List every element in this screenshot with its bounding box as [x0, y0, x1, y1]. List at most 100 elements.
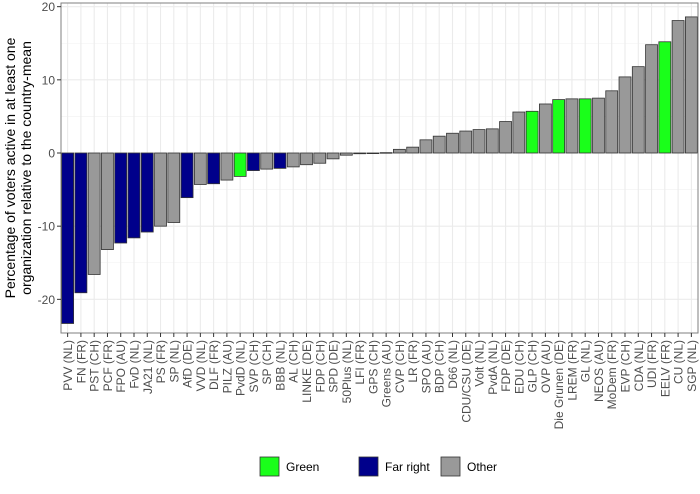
x-tick-label: PILZ (AU) [220, 340, 234, 393]
bar [207, 152, 220, 185]
bar [512, 111, 526, 154]
bar [671, 20, 685, 154]
x-tick-label: VVD (NL) [194, 340, 208, 391]
bars [61, 16, 698, 324]
x-tick-label: 50Plus (NL) [340, 340, 354, 403]
legend-label-far-right: Far right [385, 460, 430, 474]
bar [74, 152, 88, 294]
x-tick-label: PST (CH) [88, 340, 102, 392]
legend-swatch-other [440, 456, 461, 477]
y-tick-label: 0 [48, 147, 55, 161]
x-tick-label: PvdA (NL) [486, 340, 500, 395]
y-tick-label: 20 [42, 0, 56, 14]
bar [193, 152, 207, 185]
x-tick-label: PVV (NL) [61, 340, 75, 391]
x-tick-label: CVP (CH) [393, 340, 407, 393]
bar [631, 66, 645, 154]
bar [154, 152, 167, 227]
bar [578, 98, 592, 154]
bar [140, 152, 154, 233]
legend-label-green: Green [286, 460, 319, 474]
x-tick-label: MoDem (FR) [605, 340, 619, 409]
legend-label-other: Other [467, 460, 497, 474]
bar [313, 152, 327, 164]
bar [180, 152, 194, 199]
bar [406, 146, 420, 154]
bar [87, 152, 101, 275]
x-tick-label: Greens (AU) [380, 340, 394, 407]
x-tick-label: EELV (FR) [658, 340, 672, 397]
x-tick-label: CDU/CSU (DE) [459, 340, 473, 423]
bar [167, 152, 181, 223]
x-tick-label: LR (FR) [406, 340, 420, 383]
y-tick-label: -20 [38, 293, 56, 307]
x-tick-label: GLP (CH) [526, 340, 540, 392]
x-tick-label: SVP (CH) [247, 340, 261, 392]
x-tick-label: EVP (CH) [619, 340, 633, 392]
x-tick-label: PS (FR) [154, 340, 168, 383]
y-axis: -20 -10 0 10 20 [38, 0, 61, 307]
bar [419, 139, 433, 154]
x-tick-label: PCF (FR) [101, 340, 115, 391]
x-tick-label: FN (FR) [74, 340, 88, 383]
x-tick-label: D66 (NL) [446, 340, 460, 389]
x-tick-label: SGP (NL) [685, 340, 699, 392]
x-tick-label: BBB (NL) [273, 340, 287, 391]
x-tick-label: AL (CH) [287, 340, 301, 383]
bar [300, 152, 313, 166]
bar [114, 152, 128, 244]
bar [233, 152, 247, 177]
x-tick-label: EDU (CH) [512, 340, 526, 394]
legend-swatch-far-right [358, 456, 379, 477]
x-tick-label: DLF (FR) [207, 340, 221, 390]
x-tick-label: LFI (FR) [353, 340, 367, 385]
bar [552, 99, 566, 154]
bar [286, 152, 300, 168]
bar [618, 76, 632, 154]
bar [525, 110, 539, 154]
y-tick-label: -10 [38, 220, 56, 234]
bar [220, 152, 234, 181]
bar [273, 152, 287, 169]
x-tick-label: SPD (DE) [327, 340, 341, 393]
x-tick-label: Volt (NL) [473, 340, 487, 387]
x-tick-label: FDP (CH) [313, 340, 327, 392]
bar [339, 152, 353, 156]
x-tick-label: BDP (CH) [433, 340, 447, 393]
bar [592, 97, 605, 154]
bar [366, 152, 380, 155]
x-axis: PVV (NL) FN (FR) PST (CH) PCF (FR) FPO (AU) F… [61, 333, 699, 429]
bar [645, 44, 658, 154]
legend-swatch-green [259, 456, 280, 477]
bar [446, 132, 459, 154]
bar [353, 152, 366, 155]
x-tick-label: FPO (AU) [114, 340, 128, 393]
bar [485, 128, 499, 154]
bar [472, 129, 486, 154]
bar [260, 152, 274, 170]
bar [326, 152, 340, 160]
y-tick-label: 10 [42, 73, 56, 87]
x-tick-label: GL (NL) [579, 340, 593, 382]
bar [565, 98, 579, 154]
bar [658, 41, 672, 154]
x-tick-label: SPO (AU) [419, 340, 433, 393]
x-tick-label: LINKE (DE) [300, 340, 314, 403]
x-tick-label: Die Grunen (DE) [552, 340, 566, 429]
x-tick-label: JA21 (NL) [141, 340, 155, 394]
x-tick-label: LREM (FR) [565, 340, 579, 401]
legend: Green Far right Other [259, 456, 497, 477]
x-tick-label: UDI (FR) [645, 340, 659, 388]
bar [393, 148, 406, 154]
x-tick-label: SP (NL) [167, 340, 181, 382]
panel-border [60, 2, 699, 334]
bar [127, 152, 141, 239]
x-tick-label: CU (NL) [672, 340, 686, 384]
bar [379, 152, 393, 154]
bar [247, 152, 260, 171]
x-tick-label: FvD (NL) [127, 340, 141, 389]
bar [459, 130, 473, 154]
x-tick-label: AfD (DE) [181, 340, 195, 388]
x-tick-label: GPS (CH) [366, 340, 380, 394]
